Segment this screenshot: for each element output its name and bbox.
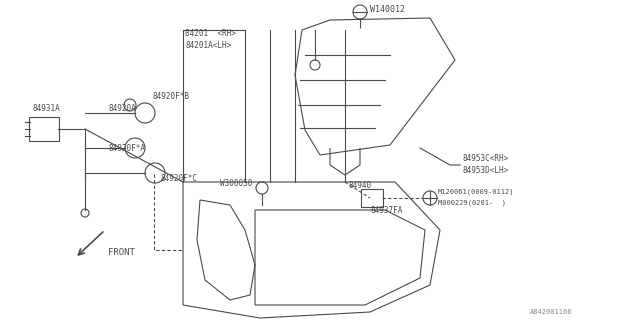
Text: 84920F*B: 84920F*B <box>152 92 189 100</box>
Text: 84940: 84940 <box>348 180 371 189</box>
Text: FRONT: FRONT <box>108 247 135 257</box>
Text: A842001166: A842001166 <box>530 309 573 315</box>
Text: 84953D<LH>: 84953D<LH> <box>462 165 508 174</box>
Text: 84201  <RH>: 84201 <RH> <box>185 28 236 37</box>
Text: W300050: W300050 <box>220 179 252 188</box>
Text: 84920A: 84920A <box>108 103 136 113</box>
Text: M120061(0009-0112): M120061(0009-0112) <box>438 189 515 195</box>
Text: 84920F*C: 84920F*C <box>160 173 197 182</box>
Text: 84920F*A: 84920F*A <box>108 143 145 153</box>
Text: M000229(0201-  ): M000229(0201- ) <box>438 200 506 206</box>
Text: W140012: W140012 <box>370 4 405 13</box>
Text: 84953C<RH>: 84953C<RH> <box>462 154 508 163</box>
Text: 84931A: 84931A <box>32 103 60 113</box>
Text: 84937FA: 84937FA <box>370 205 403 214</box>
Text: 84201A<LH>: 84201A<LH> <box>185 41 231 50</box>
